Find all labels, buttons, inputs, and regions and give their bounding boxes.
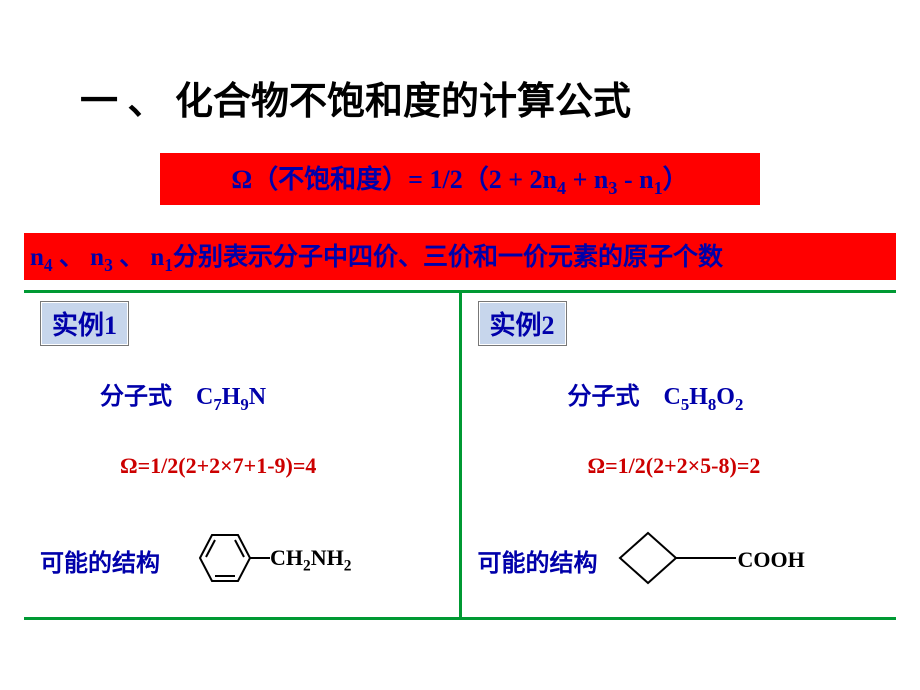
ex2-group: COOH — [738, 547, 805, 573]
def-s1: 1 — [164, 255, 173, 275]
omega-symbol: Ω — [231, 165, 252, 194]
ex1-molecular-formula: 分子式 C7H9N — [100, 376, 451, 415]
ex1-g-2b: 2 — [344, 558, 352, 575]
ex1-g-2a: 2 — [303, 558, 311, 575]
ex2-mf-cn: 5 — [681, 395, 689, 414]
ex1-mf: C7H9N — [196, 384, 266, 410]
def-p4: 分别表示分子中四价、三价和一价元素的原子个数 — [173, 244, 723, 271]
ex1-g-ch: CH — [270, 545, 303, 570]
def-p1: n — [30, 244, 44, 271]
formula-eq: = 1/2（2 + 2n — [408, 165, 557, 194]
formula-mid2: - n — [617, 165, 653, 194]
page-title: 一 、 化合物不饱和度的计算公式 — [0, 0, 920, 125]
cyclobutane-icon — [618, 523, 738, 598]
benzene-icon — [180, 523, 270, 598]
formula-end: ） — [663, 165, 689, 194]
formula-box: Ω（不饱和度）= 1/2（2 + 2n4 + n3 - n1） — [160, 153, 760, 205]
ex2-label-wrap: 实例2 — [478, 301, 567, 346]
ex2-mf: C5H8O2 — [664, 384, 744, 410]
ex1-label: 实例1 — [42, 303, 127, 344]
def-s4: 4 — [44, 255, 53, 275]
def-p2: 、 n — [53, 244, 104, 271]
ex1-group: CH2NH2 — [270, 545, 351, 575]
formula-mid1: + n — [566, 165, 608, 194]
ex2-molecular-formula: 分子式 C5H8O2 — [568, 376, 889, 415]
ex1-mf-hn: 9 — [240, 395, 248, 414]
ex2-mf-h: H — [689, 384, 708, 410]
ex2-mf-on: 2 — [735, 395, 743, 414]
ex1-structure-label: 可能的结构 — [40, 543, 160, 578]
ex1-mf-c: C — [196, 384, 213, 410]
example-1: 实例1 分子式 C7H9N Ω=1/2(2+2×7+1-9)=4 可能的结构 C — [24, 293, 462, 617]
formula-label-cn: （不饱和度） — [252, 165, 408, 194]
ex1-omega-calc: Ω=1/2(2+2×7+1-9)=4 — [120, 453, 451, 479]
ex2-mol-label: 分子式 — [568, 384, 640, 410]
ex1-mf-h: H — [222, 384, 241, 410]
ex2-structure-row: 可能的结构 COOH — [478, 523, 889, 598]
ex2-label: 实例2 — [480, 303, 565, 344]
example-2: 实例2 分子式 C5H8O2 Ω=1/2(2+2×5-8)=2 可能的结构 CO… — [462, 293, 897, 617]
formula-sub4: 4 — [557, 178, 566, 198]
ex1-label-wrap: 实例1 — [40, 301, 129, 346]
ex1-mf-cn: 7 — [213, 395, 221, 414]
ex2-mf-o: O — [716, 384, 735, 410]
formula-sub1: 1 — [654, 178, 663, 198]
definition-box: n4 、 n3 、 n1分别表示分子中四价、三价和一价元素的原子个数 — [24, 233, 896, 280]
examples-container: 实例1 分子式 C7H9N Ω=1/2(2+2×7+1-9)=4 可能的结构 C — [24, 290, 896, 620]
ex2-omega-calc: Ω=1/2(2+2×5-8)=2 — [588, 453, 889, 479]
ex1-mf-n: N — [249, 384, 266, 410]
def-s3: 3 — [104, 255, 113, 275]
ex1-mol-label: 分子式 — [100, 384, 172, 410]
ex2-mf-c: C — [664, 384, 681, 410]
def-p3: 、 n — [113, 244, 164, 271]
ex2-structure-label: 可能的结构 — [478, 543, 598, 578]
ex1-g-nh: NH — [311, 545, 344, 570]
ex1-structure-row: 可能的结构 CH2NH2 — [40, 523, 451, 598]
